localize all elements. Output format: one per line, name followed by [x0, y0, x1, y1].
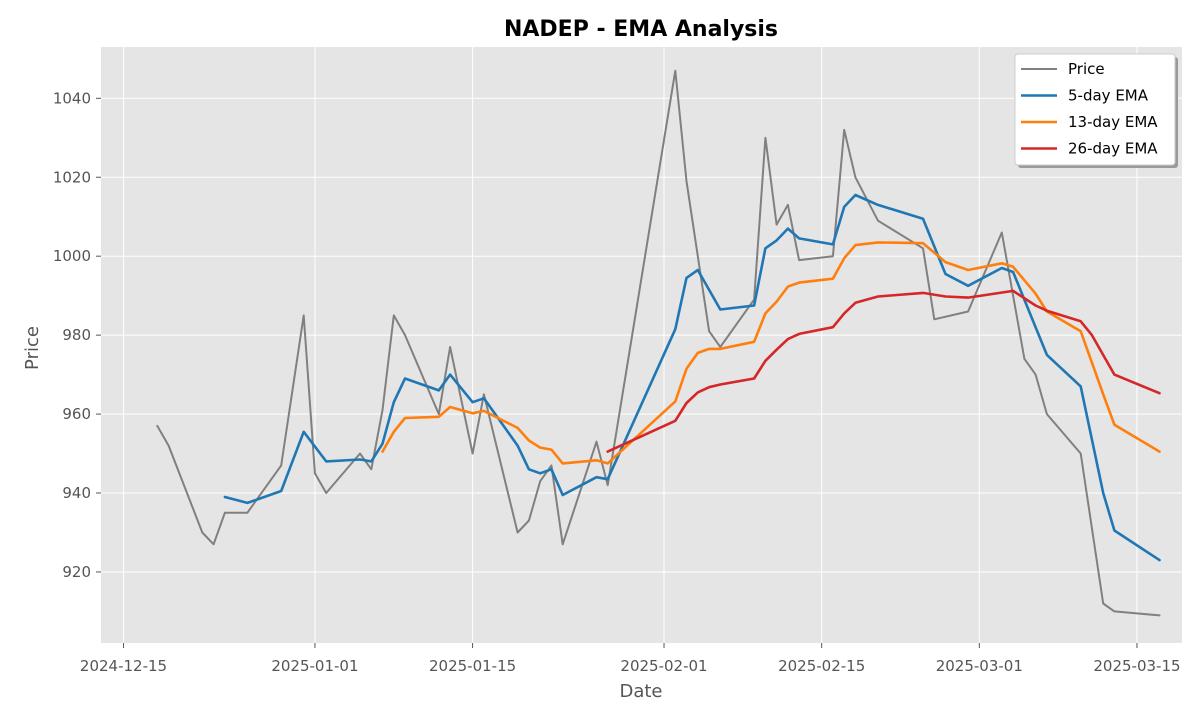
- 5-day-ema-line: [223, 193, 1161, 562]
- x-tick-label: 2025-03-01: [936, 657, 1023, 675]
- x-axis-label: Date: [619, 681, 662, 702]
- plot-area: [101, 47, 1182, 643]
- legend-label-13-day-ema: 13-day EMA: [1068, 113, 1158, 131]
- y-tick-label: 1020: [53, 168, 91, 186]
- 13-day-ema-line: [381, 241, 1161, 465]
- legend-label-price: Price: [1068, 60, 1105, 78]
- y-tick-label: 920: [62, 563, 91, 581]
- x-tick-label: 2025-03-15: [1093, 657, 1180, 675]
- y-tick-label: 960: [62, 405, 91, 423]
- legend-label-26-day-ema: 26-day EMA: [1068, 140, 1158, 158]
- x-tick-label: 2024-12-15: [80, 657, 167, 675]
- x-tick-label: 2025-02-01: [620, 657, 707, 675]
- y-tick-label: 1000: [53, 247, 91, 265]
- y-axis-ticks: 920 940 960 980 1000 1020 1040: [53, 89, 101, 581]
- x-tick-label: 2025-01-15: [429, 657, 516, 675]
- legend: Price 5-day EMA 13-day EMA 26-day EMA: [1014, 53, 1178, 168]
- y-axis-label: Price: [22, 326, 43, 370]
- x-tick-label: 2025-01-01: [271, 657, 358, 675]
- legend-label-5-day-ema: 5-day EMA: [1068, 87, 1149, 105]
- y-tick-label: 1040: [53, 89, 91, 107]
- 26-day-ema-line: [606, 289, 1161, 453]
- y-tick-label: 940: [62, 484, 91, 502]
- series-layer: [156, 69, 1161, 617]
- chart-title: NADEP - EMA Analysis: [504, 17, 778, 42]
- grid-lines: [101, 47, 1182, 643]
- y-tick-label: 980: [62, 326, 91, 344]
- price-line: [156, 69, 1161, 617]
- x-tick-label: 2025-02-15: [778, 657, 865, 675]
- legend-box: [1014, 53, 1176, 166]
- x-axis-ticks: 2024-12-15 2025-01-01 2025-01-15 2025-02-01…: [80, 643, 1181, 675]
